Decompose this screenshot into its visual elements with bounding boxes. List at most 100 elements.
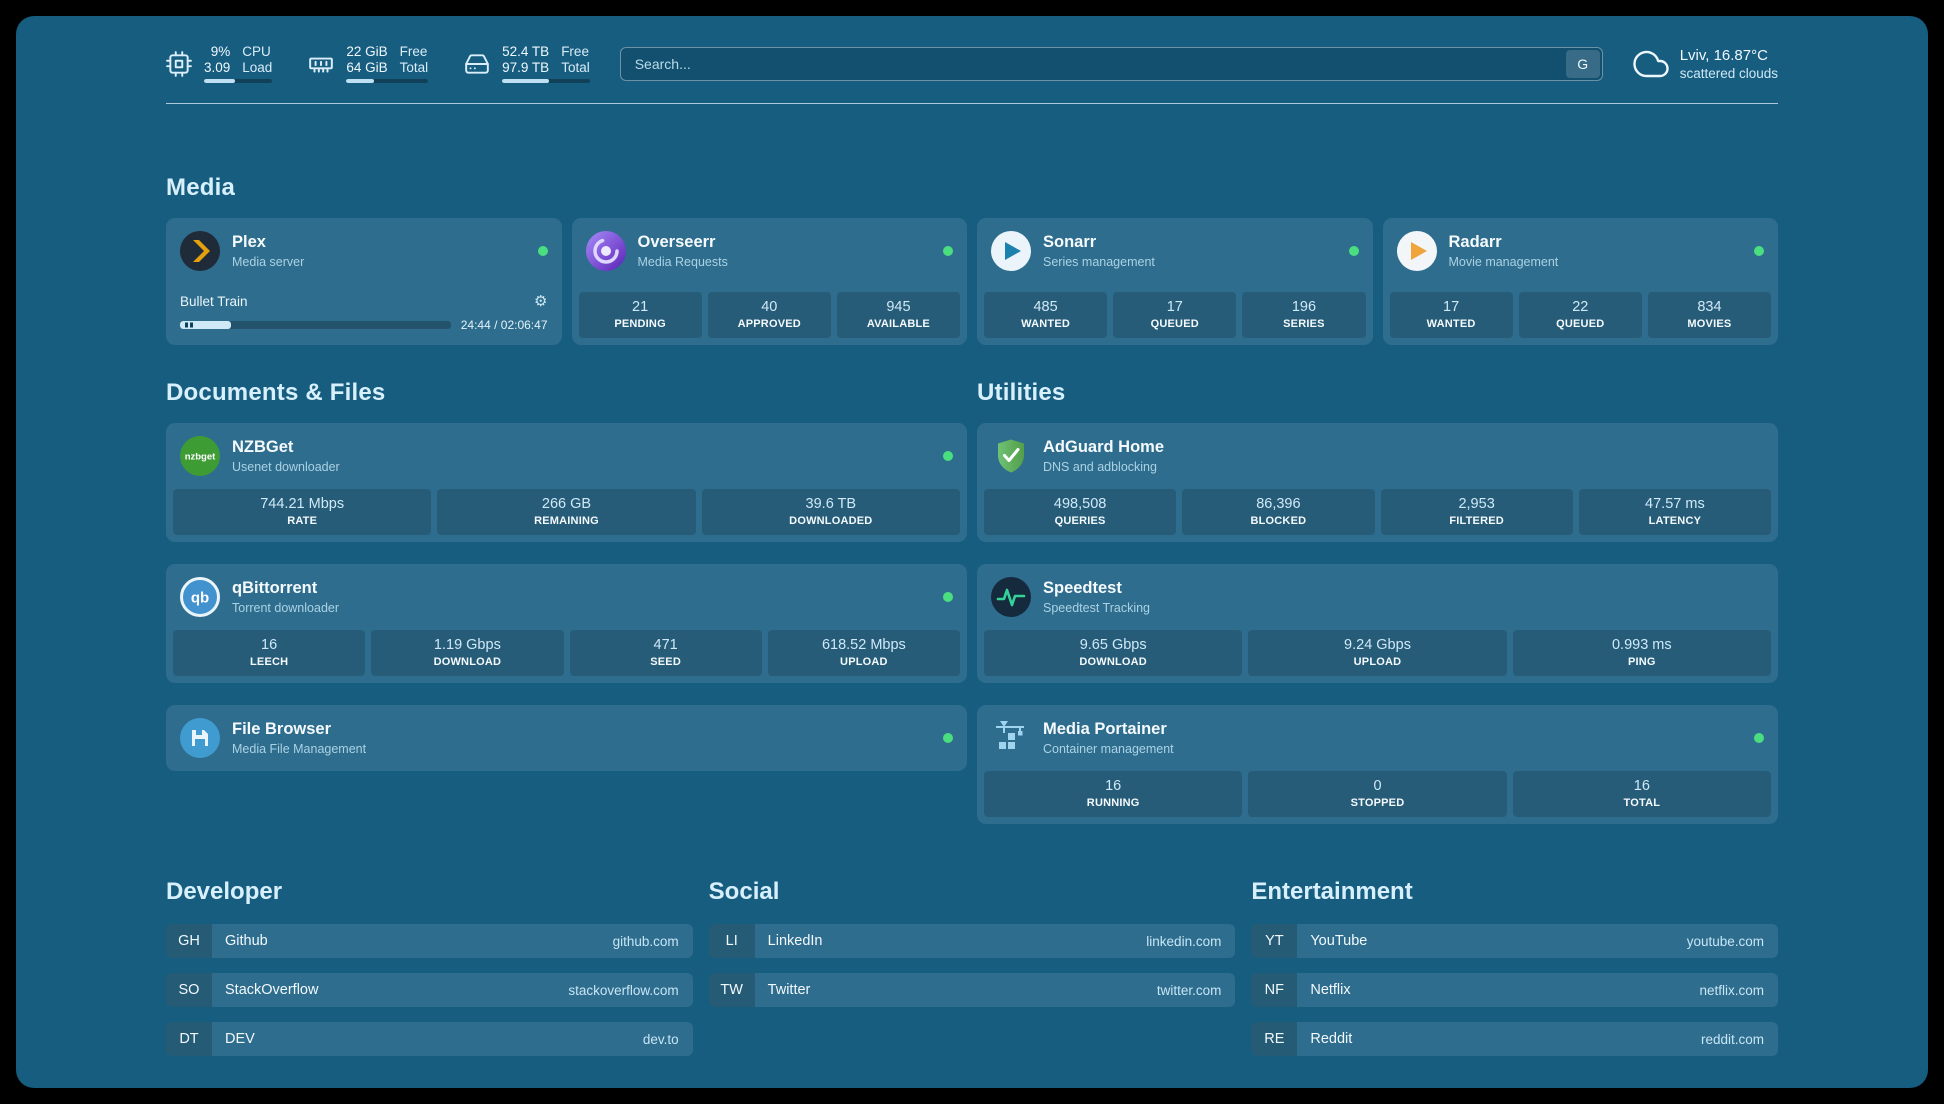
bookmark-abbr: SO <box>166 973 212 1007</box>
stat-value: 1.19 Gbps <box>433 637 501 653</box>
service-name: Plex <box>232 233 266 251</box>
stat-value: 22 <box>1572 299 1589 315</box>
stat-seed: 471 SEED <box>569 630 762 676</box>
now-playing-title: Bullet Train <box>180 293 248 309</box>
service-card-filebrowser[interactable]: File Browser Media File Management <box>166 705 967 771</box>
search-bar: G <box>619 46 1603 81</box>
bookmark-github[interactable]: GH Github github.com <box>166 924 693 958</box>
bookmark-url: reddit.com <box>1700 1031 1765 1047</box>
bookmark-name: Twitter <box>767 982 811 998</box>
service-card-adguard[interactable]: AdGuard Home DNS and adblocking 498,508 … <box>977 423 1778 542</box>
qbittorrent-icon: qb <box>180 577 220 617</box>
service-card-nzbget[interactable]: nzbget NZBGet Usenet downloader 744.21 M… <box>166 423 967 542</box>
bookmarks: Developer GH Github github.com SO StackO… <box>166 878 1779 1056</box>
adguard-header: AdGuard Home DNS and adblocking <box>977 423 1778 489</box>
service-name: NZBGet <box>232 438 294 456</box>
bookmark-stackoverflow[interactable]: SO StackOverflow stackoverflow.com <box>166 973 693 1007</box>
stat-download: 9.65 Gbps DOWNLOAD <box>984 630 1243 676</box>
nzbget-stats: 744.21 Mbps RATE 266 GB REMAINING 39.6 T… <box>173 489 960 535</box>
stat-label: STOPPED <box>1350 797 1405 809</box>
service-subtitle: Container management <box>1043 742 1174 756</box>
service-subtitle: Movie management <box>1448 255 1559 269</box>
plex-header: Plex Media server <box>166 218 562 284</box>
nzbget-icon: nzbget <box>180 436 220 476</box>
weather-condition: scattered clouds <box>1679 65 1778 81</box>
weather-location: Lviv, 16.87°C <box>1679 46 1768 64</box>
stat-queued: 22 QUEUED <box>1518 292 1642 338</box>
bookmark-url: dev.to <box>642 1031 679 1047</box>
status-dot <box>943 733 953 743</box>
stat-label: RUNNING <box>1086 797 1140 809</box>
status-dot <box>1754 246 1764 256</box>
cpu-metric-body: 9% CPU 3.09 Load <box>204 44 273 83</box>
bookmark-reddit[interactable]: RE Reddit reddit.com <box>1251 1022 1779 1056</box>
bookmarks-title-entertainment: Entertainment <box>1251 878 1413 905</box>
service-card-overseerr[interactable]: Overseerr Media Requests 21 PENDING 40 A… <box>571 218 968 345</box>
topbar: 9% CPU 3.09 Load 22 GiB <box>166 44 1778 83</box>
stat-label: QUERIES <box>1054 515 1106 527</box>
service-subtitle: DNS and adblocking <box>1043 460 1157 474</box>
bookmark-youtube[interactable]: YT YouTube youtube.com <box>1251 924 1779 958</box>
bookmark-twitter[interactable]: TW Twitter twitter.com <box>708 973 1236 1007</box>
stat-label: APPROVED <box>737 318 801 330</box>
service-card-qbittorrent[interactable]: qb qBittorrent Torrent downloader 16 LEE… <box>166 564 967 683</box>
bookmark-url: github.com <box>612 933 679 949</box>
qbittorrent-titles: qBittorrent Torrent downloader <box>232 579 931 615</box>
service-card-plex[interactable]: Plex Media server Bullet Train ⚙ 24:44 /… <box>166 218 562 345</box>
stat-label: MOVIES <box>1687 318 1732 330</box>
stat-label: SEED <box>650 656 681 668</box>
memory-metric-body: 22 GiB Free 64 GiB Total <box>346 44 429 83</box>
search-input[interactable] <box>619 46 1603 81</box>
service-name: Sonarr <box>1043 233 1097 251</box>
stat-label: REMAINING <box>534 515 599 527</box>
speedtest-stats: 9.65 Gbps DOWNLOAD 9.24 Gbps UPLOAD 0.99… <box>984 630 1771 676</box>
nzbget-header: nzbget NZBGet Usenet downloader <box>166 423 967 489</box>
bookmark-netflix[interactable]: NF Netflix netflix.com <box>1251 973 1779 1007</box>
stat-label: PING <box>1627 656 1656 668</box>
memory-total-value: 64 GiB <box>346 60 388 75</box>
stat-remaining: 266 GB REMAINING <box>437 489 696 535</box>
service-subtitle: Torrent downloader <box>232 601 340 615</box>
stat-value: 834 <box>1697 299 1722 315</box>
disk-total-label: Total <box>561 60 590 75</box>
stat-value: 86,396 <box>1256 496 1301 512</box>
radarr-titles: Radarr Movie management <box>1449 233 1743 269</box>
bookmark-name: Reddit <box>1310 1031 1353 1047</box>
overseerr-header: Overseerr Media Requests <box>572 218 968 284</box>
service-card-sonarr[interactable]: Sonarr Series management 485 WANTED 17 Q… <box>977 218 1373 345</box>
bookmark-dev[interactable]: DT DEV dev.to <box>166 1022 693 1056</box>
bookmarks-developer: Developer GH Github github.com SO StackO… <box>166 878 693 1056</box>
speedtest-icon <box>991 577 1031 617</box>
service-card-speedtest[interactable]: Speedtest Speedtest Tracking 9.65 Gbps D… <box>977 564 1778 683</box>
pause-icon[interactable] <box>185 322 193 328</box>
stat-value: 17 <box>1443 299 1460 315</box>
service-subtitle: Usenet downloader <box>232 460 340 474</box>
stat-downloaded: 39.6 TB DOWNLOADED <box>701 489 960 535</box>
stat-value: 47.57 ms <box>1645 496 1705 512</box>
service-subtitle: Media Requests <box>637 255 728 269</box>
svg-text:nzbget: nzbget <box>185 452 216 463</box>
stat-label: BLOCKED <box>1250 515 1307 527</box>
service-subtitle: Speedtest Tracking <box>1043 601 1151 615</box>
stat-filtered: 2,953 FILTERED <box>1380 489 1573 535</box>
stat-value: 0.993 ms <box>1611 637 1672 653</box>
service-card-portainer[interactable]: Media Portainer Container management 16 … <box>977 705 1778 824</box>
gear-icon[interactable]: ⚙ <box>534 293 548 310</box>
stat-value: 17 <box>1166 299 1183 315</box>
stat-label: LATENCY <box>1648 515 1702 527</box>
bookmark-linkedin[interactable]: LI LinkedIn linkedin.com <box>708 924 1236 958</box>
service-card-radarr[interactable]: Radarr Movie management 17 WANTED 22 QUE… <box>1382 218 1778 345</box>
bookmarks-social: Social LI LinkedIn linkedin.com TW Twitt… <box>708 878 1236 1056</box>
stat-total: 16 TOTAL <box>1512 771 1771 817</box>
portainer-titles: Media Portainer Container management <box>1043 720 1742 756</box>
disk-icon <box>465 53 489 74</box>
stat-rate: 744.21 Mbps RATE <box>173 489 432 535</box>
bookmarks-title-social: Social <box>708 878 780 905</box>
stat-label: UPLOAD <box>1353 656 1402 668</box>
sonarr-header: Sonarr Series management <box>977 218 1373 284</box>
portainer-header: Media Portainer Container management <box>977 705 1778 771</box>
search-provider-button[interactable]: G <box>1565 49 1600 78</box>
nzbget-titles: NZBGet Usenet downloader <box>232 438 931 474</box>
stat-label: DOWNLOAD <box>433 656 502 668</box>
memory-free-label: Free <box>399 44 428 59</box>
